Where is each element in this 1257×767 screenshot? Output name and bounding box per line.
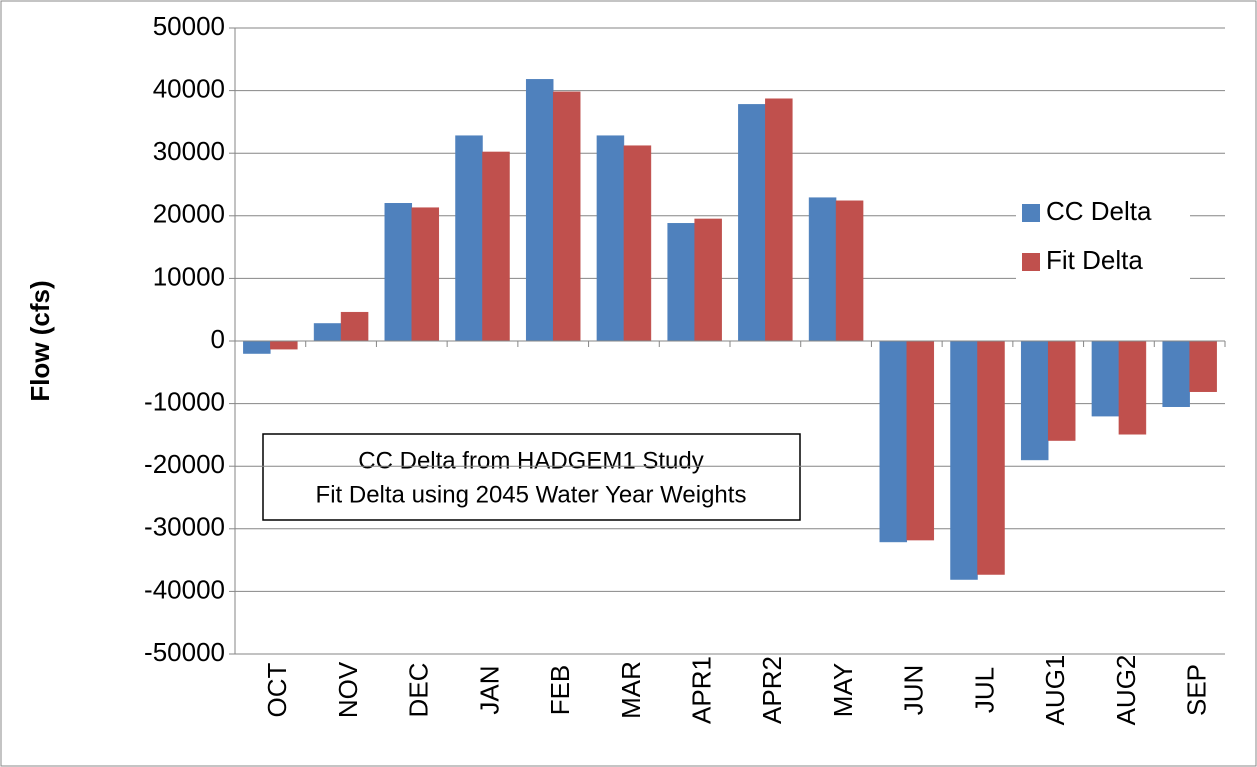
bar	[525, 79, 554, 342]
x-tick-label: FEB	[545, 665, 575, 716]
bar	[270, 340, 298, 350]
bar	[313, 323, 342, 342]
bar	[384, 203, 413, 342]
y-tick-label: -50000	[144, 637, 225, 667]
bar	[1189, 340, 1217, 392]
y-tick-label: 50000	[153, 11, 225, 41]
y-tick-label: -30000	[144, 512, 225, 542]
bar	[1020, 340, 1049, 461]
x-tick-label: OCT	[262, 662, 292, 717]
annotation-box	[262, 433, 801, 521]
bar	[906, 340, 935, 541]
x-tick-label: AUG1	[1040, 655, 1070, 726]
y-tick-label: 40000	[153, 73, 225, 103]
y-tick-label: -20000	[144, 449, 225, 479]
bar	[879, 340, 908, 543]
x-tick-label: APR2	[757, 656, 787, 724]
x-tick-label: SEP	[1182, 664, 1212, 716]
y-tick-label: -40000	[144, 574, 225, 604]
bar	[340, 311, 369, 342]
bar	[411, 207, 440, 342]
x-tick-label: MAY	[828, 663, 858, 717]
y-tick-label: 0	[211, 324, 225, 354]
y-axis-label: Flow (cfs)	[25, 280, 55, 401]
bar	[623, 145, 652, 342]
annotation: Fit Delta using 2045 Water Year Weights	[316, 481, 747, 508]
legend-label: CC Delta	[1046, 196, 1152, 226]
x-tick-label: NOV	[333, 661, 363, 718]
bar	[1118, 340, 1147, 435]
bar	[1091, 340, 1120, 417]
bar	[977, 340, 1005, 575]
bar	[738, 104, 766, 342]
annotation: CC Delta from HADGEM1 Study	[358, 447, 703, 474]
y-tick-label: 10000	[153, 261, 225, 291]
y-tick-label: -10000	[144, 386, 225, 416]
bar	[552, 91, 581, 342]
x-tick-label: APR1	[687, 656, 717, 724]
legend-label: Fit Delta	[1046, 245, 1143, 275]
bar	[694, 218, 722, 342]
bar	[950, 340, 978, 580]
x-tick-label: JUL	[969, 667, 999, 713]
x-tick-label: DEC	[404, 663, 434, 718]
legend-swatch	[1022, 204, 1040, 222]
bar	[1162, 340, 1190, 407]
bar	[455, 135, 483, 342]
x-tick-label: JUN	[899, 665, 929, 716]
x-tick-label: JAN	[474, 665, 504, 714]
x-tick-label: AUG2	[1111, 655, 1141, 726]
x-tick-label: MAR	[616, 661, 646, 719]
legend-swatch	[1022, 253, 1040, 271]
bar	[667, 223, 695, 342]
bar	[243, 340, 271, 354]
bar	[1047, 340, 1076, 441]
y-tick-label: 20000	[153, 199, 225, 229]
bar	[835, 200, 864, 342]
legend: CC Delta Fit Delta	[1016, 189, 1190, 287]
bar	[482, 151, 510, 342]
legend-bg	[1016, 189, 1190, 287]
y-tick-label: 30000	[153, 136, 225, 166]
bar	[808, 197, 837, 342]
bar	[765, 98, 793, 342]
bar	[596, 135, 625, 342]
